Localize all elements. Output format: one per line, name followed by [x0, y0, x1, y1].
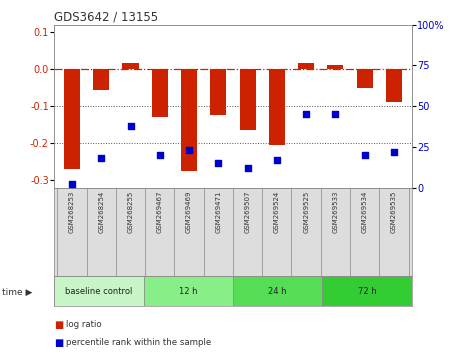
Point [390, 149, 398, 155]
Bar [386, 69, 402, 103]
Text: ■: ■ [54, 338, 64, 348]
Text: GSM269471: GSM269471 [215, 190, 221, 233]
Text: GSM269534: GSM269534 [362, 190, 368, 233]
Text: GDS3642 / 13155: GDS3642 / 13155 [54, 11, 158, 24]
Bar [181, 69, 197, 171]
Bar [298, 63, 314, 69]
Text: GSM269535: GSM269535 [391, 190, 397, 233]
Bar [54, 276, 144, 306]
Text: GSM269524: GSM269524 [274, 190, 280, 233]
Text: time ▶: time ▶ [2, 287, 33, 297]
Text: GSM269469: GSM269469 [186, 190, 192, 233]
Point [361, 152, 368, 158]
Point [97, 155, 105, 161]
Point [127, 123, 134, 129]
Bar [269, 69, 285, 145]
Bar [322, 276, 412, 306]
Bar [152, 69, 168, 117]
Point [332, 112, 339, 117]
Text: GSM268253: GSM268253 [69, 190, 75, 233]
Text: baseline control: baseline control [65, 287, 133, 296]
Text: GSM269533: GSM269533 [333, 190, 338, 233]
Text: GSM269525: GSM269525 [303, 190, 309, 233]
Point [273, 157, 280, 163]
Bar [233, 276, 322, 306]
Text: 72 h: 72 h [358, 287, 376, 296]
Point [68, 182, 76, 187]
Text: GSM269507: GSM269507 [245, 190, 251, 233]
Point [185, 147, 193, 153]
Point [156, 152, 164, 158]
Bar [210, 69, 227, 115]
Text: percentile rank within the sample: percentile rank within the sample [66, 338, 211, 347]
Text: ■: ■ [54, 320, 64, 330]
Text: GSM268255: GSM268255 [128, 190, 133, 233]
Text: log ratio: log ratio [66, 320, 102, 330]
Text: 24 h: 24 h [268, 287, 287, 296]
Bar [357, 69, 373, 88]
Point [215, 160, 222, 166]
Bar [123, 63, 139, 69]
Text: GSM269467: GSM269467 [157, 190, 163, 233]
Point [302, 112, 310, 117]
Text: GSM268254: GSM268254 [98, 190, 104, 233]
Bar [144, 276, 233, 306]
Bar [93, 69, 109, 90]
Point [244, 165, 251, 171]
Bar [64, 69, 80, 169]
Bar [239, 69, 255, 130]
Bar [327, 65, 343, 69]
Text: 12 h: 12 h [179, 287, 198, 296]
